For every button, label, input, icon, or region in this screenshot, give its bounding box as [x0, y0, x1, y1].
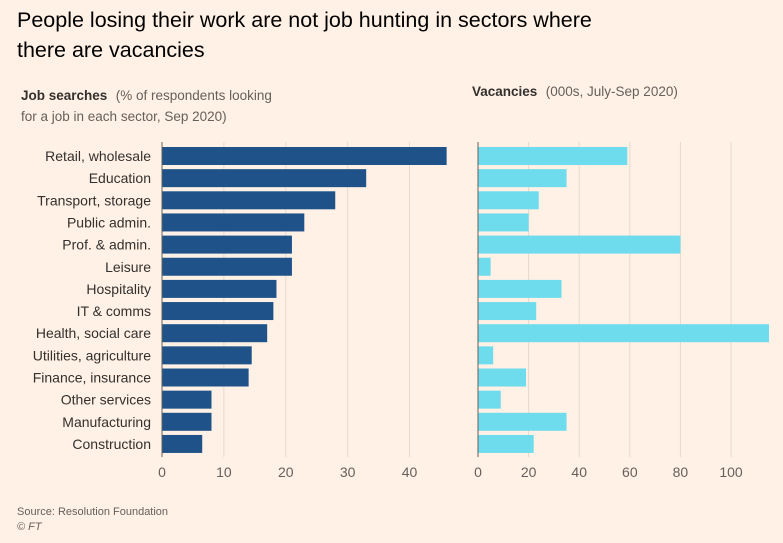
- labels-layer: 0 10 20 30 40 Retail, wholesale Education Trans…: [33, 148, 743, 480]
- vacancy-bar: [478, 279, 562, 298]
- vacancy-bar: [478, 368, 527, 387]
- job-search-tick-label: 40: [402, 464, 418, 480]
- category-label: Public admin.: [67, 214, 151, 230]
- category-label: Construction: [72, 436, 151, 452]
- vacancy-bar: [478, 324, 769, 343]
- vacancy-bar: [478, 434, 534, 453]
- category-label: Hospitality: [86, 281, 151, 297]
- job-search-tick-label: 10: [216, 464, 232, 480]
- left-subtitle-line1: Job searches (% of respondents looking: [21, 87, 272, 104]
- category-label: Leisure: [105, 259, 151, 275]
- job-search-tick-label: 0: [158, 464, 166, 480]
- category-label: Manufacturing: [62, 414, 151, 430]
- vacancy-bar: [478, 147, 628, 165]
- vacancy-tick-label: 0: [474, 464, 482, 480]
- job-search-bar: [162, 346, 252, 365]
- category-label: Other services: [61, 392, 151, 408]
- category-label: Education: [89, 170, 151, 186]
- left-subtitle-bold: Job searches: [21, 88, 107, 103]
- vacancy-bar: [478, 390, 501, 409]
- grid-layer: [223, 142, 732, 457]
- vacancy-tick-label: 100: [719, 464, 743, 480]
- vacancy-bar: [478, 213, 529, 232]
- vacancy-bar: [478, 346, 494, 365]
- vacancy-bar: [478, 302, 537, 321]
- category-label: Utilities, agriculture: [33, 347, 151, 363]
- vacancy-bar: [478, 191, 539, 210]
- right-subtitle: Vacancies (000s, July-Sep 2020): [472, 83, 678, 100]
- job-search-bar: [162, 368, 249, 387]
- source-note: Source: Resolution Foundation: [17, 506, 168, 518]
- vacancy-bar: [478, 257, 491, 276]
- vacancy-tick-label: 80: [673, 464, 689, 480]
- bars-layer: [161, 142, 769, 457]
- job-search-bar: [162, 169, 367, 188]
- vacancy-bar: [478, 412, 567, 431]
- vacancy-tick-label: 40: [571, 464, 587, 480]
- job-search-tick-label: 20: [278, 464, 294, 480]
- right-subtitle-rest: (000s, July-Sep 2020): [546, 84, 678, 99]
- chart-title-line2: there are vacancies: [17, 38, 205, 62]
- job-search-bar: [162, 191, 336, 210]
- left-subtitle-line2: for a job in each sector, Sep 2020): [21, 109, 227, 124]
- category-label: Prof. & admin.: [62, 237, 151, 253]
- job-search-bar: [162, 213, 305, 232]
- vacancy-tick-label: 20: [521, 464, 537, 480]
- job-search-bar: [162, 235, 292, 254]
- vacancy-bar: [478, 169, 567, 188]
- right-subtitle-bold: Vacancies: [472, 84, 537, 99]
- vacancy-bar: [478, 235, 681, 254]
- vacancy-tick-label: 60: [622, 464, 638, 480]
- job-search-tick-label: 30: [340, 464, 356, 480]
- copyright-note: © FT: [17, 521, 43, 533]
- chart-title-line1: People losing their work are not job hun…: [17, 8, 592, 32]
- job-search-bar: [162, 390, 212, 409]
- job-search-bar: [162, 302, 274, 321]
- job-search-bar: [162, 434, 203, 453]
- job-search-bar: [162, 147, 447, 165]
- category-label: Transport, storage: [37, 192, 151, 208]
- left-subtitle-rest: (% of respondents looking: [116, 88, 272, 103]
- job-search-bar: [162, 279, 277, 298]
- job-search-bar: [162, 412, 212, 431]
- job-search-bar: [162, 324, 268, 343]
- category-label: Retail, wholesale: [45, 148, 151, 164]
- job-search-bar: [162, 257, 292, 276]
- category-label: IT & comms: [77, 303, 151, 319]
- category-label: Finance, insurance: [33, 370, 152, 386]
- category-label: Health, social care: [36, 325, 151, 341]
